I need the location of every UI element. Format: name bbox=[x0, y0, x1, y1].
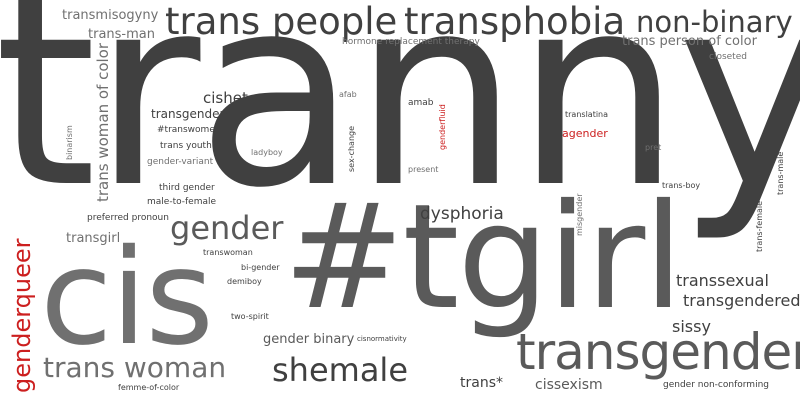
word-amab: amab bbox=[408, 98, 434, 108]
word-genderqueer: genderqueer bbox=[8, 238, 36, 394]
word-present: present bbox=[408, 165, 439, 174]
word-trans-female: trans-female bbox=[755, 200, 764, 252]
word-femme-of-color: femme-of-color bbox=[118, 383, 180, 392]
word-afab: afab bbox=[339, 90, 357, 99]
word-translatina: translatina bbox=[565, 110, 609, 119]
word-tgirl: #tgirl bbox=[283, 173, 684, 342]
word-trans-woman-of-color: trans woman of color bbox=[94, 42, 112, 202]
word-transphobia: transphobia bbox=[404, 0, 626, 43]
word-agender: agender bbox=[562, 127, 608, 140]
word-transwoman: transwoman bbox=[203, 248, 253, 257]
word-trans-man: trans-man bbox=[88, 27, 155, 42]
word-genderfluid: genderfluid bbox=[438, 104, 447, 150]
word-demiboy: demiboy bbox=[227, 277, 262, 286]
word-tranny: tranny bbox=[0, 0, 800, 245]
word-third-gender: third gender bbox=[159, 183, 215, 193]
word-misgender: misgender bbox=[575, 193, 584, 236]
word-gender-binary: gender binary bbox=[263, 332, 355, 347]
word-sex-change: sex-change bbox=[347, 125, 356, 172]
word-trans-boy: trans-boy bbox=[662, 181, 701, 190]
word-pret: pret bbox=[645, 143, 662, 152]
word-shemale: shemale bbox=[272, 351, 408, 389]
word-trans-person-of-color: trans person of color bbox=[622, 34, 757, 49]
word-trans-youth: trans youth bbox=[160, 141, 212, 151]
word-trans-people: trans people bbox=[165, 0, 398, 43]
word-trans-male: trans-male bbox=[776, 151, 785, 195]
word-cis: cis bbox=[40, 221, 214, 375]
word-gender-non-conforming: gender non-conforming bbox=[663, 380, 769, 390]
word-two-spirit: two-spirit bbox=[231, 312, 269, 321]
word-transsexual: transsexual bbox=[676, 271, 769, 290]
word-cishet: cishet bbox=[203, 89, 248, 107]
word-transgendered: transgendered bbox=[683, 291, 800, 310]
word-cissexism: cissexism bbox=[535, 377, 603, 393]
word-dysphoria: dysphoria bbox=[420, 204, 504, 224]
word-transgender: transgender bbox=[516, 323, 800, 381]
word-sissy: sissy bbox=[672, 317, 711, 336]
word-male-to-female: male-to-female bbox=[147, 197, 217, 207]
word-trans-star: trans* bbox=[460, 375, 503, 391]
word-transwomen: #transwomen bbox=[157, 125, 221, 135]
word-hormone-replacement-therapy: hormone replacement therapy bbox=[342, 37, 480, 47]
word-binarism: binarism bbox=[65, 125, 74, 160]
word-non-binary: non-binary bbox=[636, 5, 793, 39]
word-cisnormativity: cisnormativity bbox=[357, 335, 407, 343]
word-transgenders: transgenders bbox=[151, 107, 231, 121]
word-gender: gender bbox=[170, 209, 284, 247]
word-closeted: closeted bbox=[709, 52, 747, 62]
word-transmisogyny: transmisogyny bbox=[62, 8, 159, 23]
word-ladyboy: ladyboy bbox=[251, 148, 283, 157]
word-preferred-pronoun: preferred pronoun bbox=[87, 213, 169, 223]
word-gender-variant: gender-variant bbox=[147, 157, 214, 167]
word-bi-gender: bi-gender bbox=[241, 263, 280, 272]
word-transgirl: transgirl bbox=[66, 231, 121, 246]
word-trans-woman: trans woman bbox=[43, 351, 227, 384]
